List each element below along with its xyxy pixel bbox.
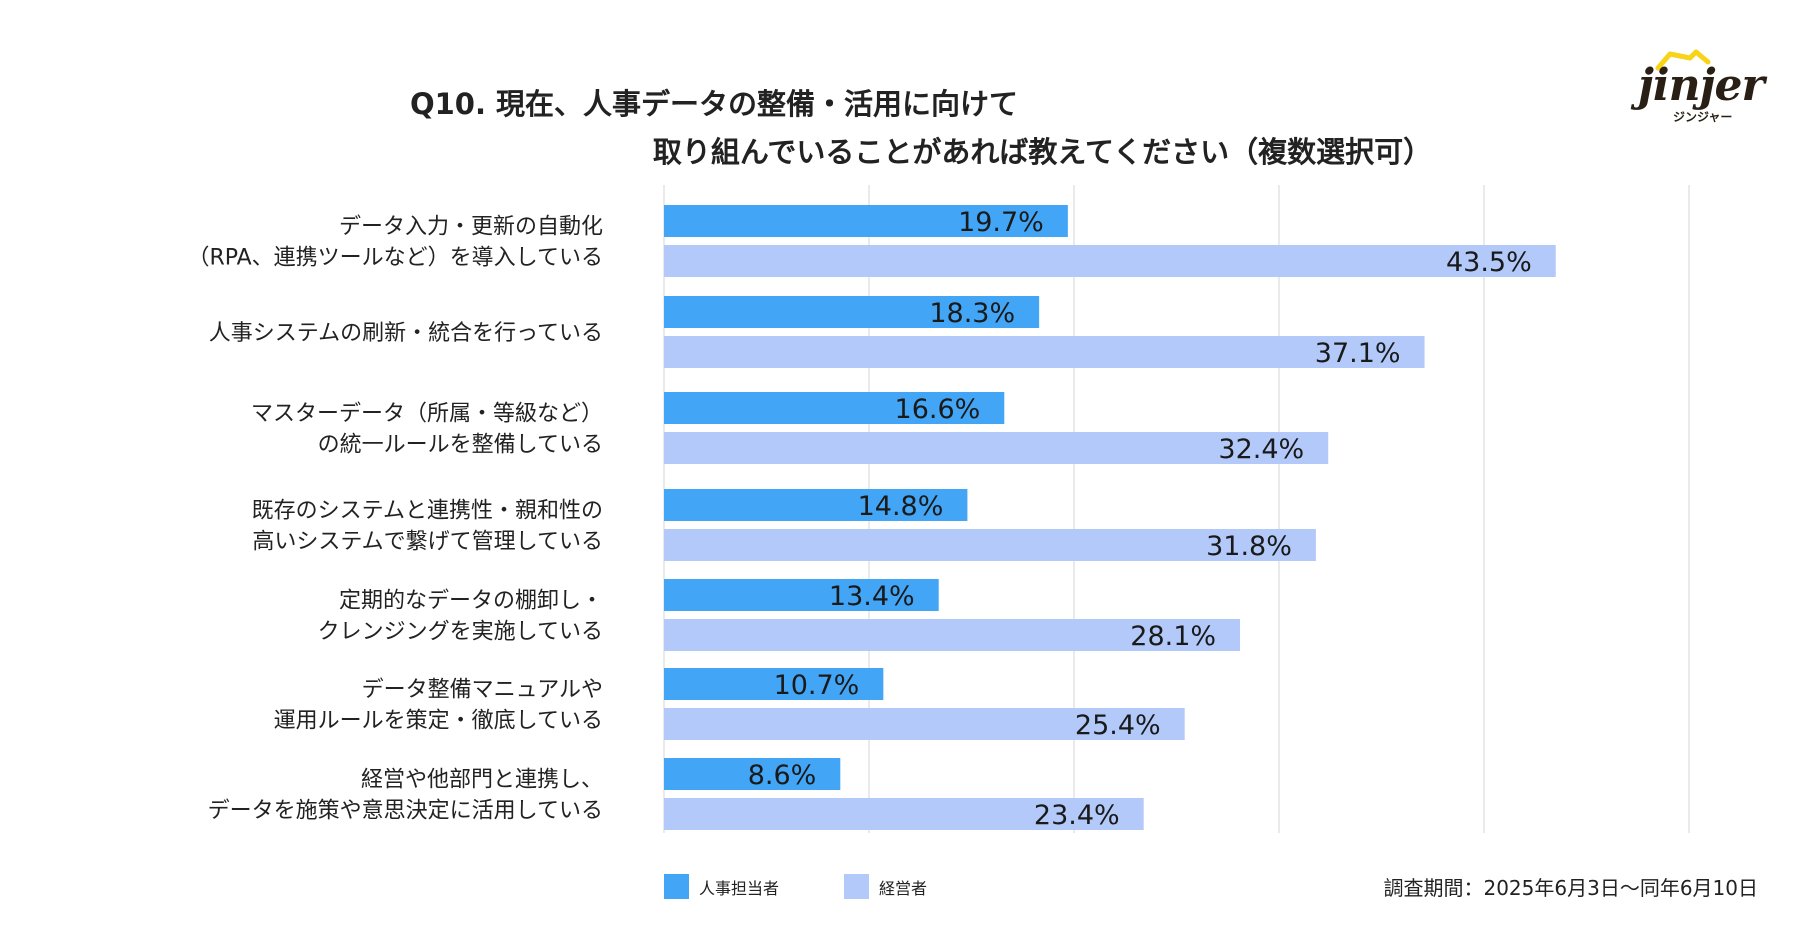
value-label: 43.5% xyxy=(1446,247,1532,278)
value-label: 19.7% xyxy=(958,207,1044,238)
legend-item-hr: 人事担当者 xyxy=(664,874,779,899)
logo-kana: ジンジャー xyxy=(1673,110,1733,124)
value-label: 23.4% xyxy=(1034,800,1120,831)
bar-executive xyxy=(664,245,1556,277)
value-label: 28.1% xyxy=(1130,621,1216,652)
survey-period: 調査期間：2025年6月3日〜同年6月10日 xyxy=(1383,876,1758,900)
value-label: 13.4% xyxy=(829,581,915,612)
bar-hr xyxy=(664,668,884,700)
category-label: 運用ルールを策定・徹底している xyxy=(274,709,603,734)
bar-executive xyxy=(664,432,1329,464)
bar-hr xyxy=(664,579,939,611)
value-label: 25.4% xyxy=(1075,710,1161,741)
value-label: 18.3% xyxy=(929,298,1015,329)
bar-executive xyxy=(664,708,1185,740)
category-label: データ入力・更新の自動化 xyxy=(339,215,603,240)
category-label: クレンジングを実施している xyxy=(318,620,603,645)
category-label: 人事システムの刷新・統合を行っている xyxy=(209,321,603,346)
category-label: （RPA、連携ツールなど）を導入している xyxy=(187,246,603,271)
value-label: 10.7% xyxy=(774,670,860,701)
category-label: データ整備マニュアルや xyxy=(362,678,603,703)
legend-swatch-executive xyxy=(844,874,869,899)
value-label: 37.1% xyxy=(1315,338,1401,369)
chart-title-line-1: Q10. 現在、人事データの整備・活用に向けて xyxy=(409,87,1019,121)
logo-roof-icon xyxy=(1655,49,1711,71)
chart-title-line-2: 取り組んでいることがあれば教えてください（複数選択可） xyxy=(652,135,1433,169)
bar-hr xyxy=(664,489,968,521)
bar-executive xyxy=(664,529,1316,561)
legend-swatch-hr xyxy=(664,874,689,899)
logo-wordmark: jinjer xyxy=(1638,60,1765,111)
category-label: データを施策や意思決定に活用している xyxy=(208,799,603,824)
bar-executive xyxy=(664,336,1425,368)
value-label: 31.8% xyxy=(1206,531,1292,562)
legend-label-hr: 人事担当者 xyxy=(699,878,780,898)
value-label: 8.6% xyxy=(748,760,817,791)
bar-hr xyxy=(664,296,1040,328)
bar-hr xyxy=(664,392,1005,424)
value-label: 32.4% xyxy=(1218,434,1304,465)
category-label: 高いシステムで繋げて管理している xyxy=(252,530,603,555)
category-label: の統一ルールを整備している xyxy=(318,433,603,458)
bar-hr xyxy=(664,205,1068,237)
value-label: 14.8% xyxy=(858,491,944,522)
value-label: 16.6% xyxy=(895,394,981,425)
category-label: 定期的なデータの棚卸し・ xyxy=(339,589,603,614)
legend-item-executive: 経営者 xyxy=(844,874,927,899)
chart-title: Q10. 現在、人事データの整備・活用に向けて 取り組んでいることがあれば教えて… xyxy=(0,80,1800,176)
bar-hr xyxy=(664,758,841,790)
legend-label-executive: 経営者 xyxy=(879,878,928,898)
category-label: 既存のシステムと連携性・親和性の xyxy=(252,499,603,524)
bar-executive xyxy=(664,798,1144,830)
bar-executive xyxy=(664,619,1241,651)
jinjer-logo: jinjer ジンジャー xyxy=(1630,48,1765,128)
category-label: マスターデータ（所属・等級など） xyxy=(251,402,603,427)
category-label: 経営や他部門と連携し、 xyxy=(361,768,603,793)
